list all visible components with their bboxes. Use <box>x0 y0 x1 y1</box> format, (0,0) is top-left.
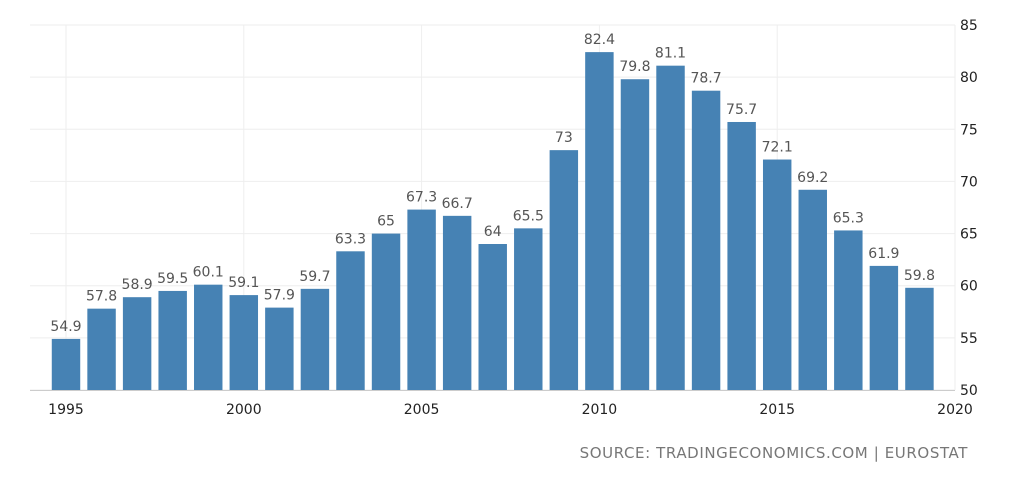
data-label: 69.2 <box>797 170 828 186</box>
bar <box>122 297 152 390</box>
bar <box>265 307 294 390</box>
bar <box>229 295 259 390</box>
y-tick-label: 80 <box>960 70 978 86</box>
bar <box>834 230 863 390</box>
bar <box>194 284 223 390</box>
x-tick-label: 1995 <box>48 402 84 418</box>
data-label: 79.8 <box>619 59 650 75</box>
data-label: 59.5 <box>157 271 188 287</box>
data-label: 72.1 <box>762 140 793 156</box>
data-label: 57.9 <box>264 288 295 304</box>
bar <box>905 287 934 390</box>
y-tick-label: 75 <box>960 122 978 138</box>
y-tick-label: 50 <box>960 383 978 399</box>
bar <box>514 228 543 390</box>
bar <box>442 215 472 390</box>
bar <box>798 189 827 390</box>
x-axis: 1995 2000 2005 2010 2015 2020 <box>30 390 973 418</box>
data-label: 58.9 <box>122 277 153 293</box>
bar <box>656 65 685 391</box>
bar <box>407 209 436 390</box>
data-label: 64 <box>484 224 502 240</box>
bar <box>762 159 792 390</box>
x-tick-label: 2020 <box>937 402 973 418</box>
data-label: 73 <box>555 130 573 146</box>
bar <box>549 150 579 390</box>
data-label: 65.5 <box>513 208 544 224</box>
data-labels: 54.9 57.8 58.9 59.5 60.159.1 57.959.7 63.3 65 67… <box>50 32 935 335</box>
bar <box>727 121 756 390</box>
data-label: 57.8 <box>86 289 117 305</box>
data-label: 81.1 <box>655 46 686 62</box>
bar <box>51 338 81 390</box>
x-tick-label: 2005 <box>404 402 440 418</box>
data-label: 59.7 <box>299 269 330 285</box>
data-label: 67.3 <box>406 190 437 206</box>
data-label: 65.3 <box>833 210 864 226</box>
y-tick-label: 65 <box>960 227 978 243</box>
data-label: 75.7 <box>726 102 757 118</box>
x-tick-label: 2010 <box>582 402 618 418</box>
bar <box>158 290 187 390</box>
bar <box>869 265 899 390</box>
data-label: 63.3 <box>335 231 366 247</box>
y-tick-label: 55 <box>960 331 978 347</box>
bar <box>478 244 507 390</box>
bar <box>691 90 721 390</box>
bar <box>300 288 330 390</box>
data-label: 82.4 <box>584 32 615 48</box>
bar <box>87 308 116 390</box>
y-tick-label: 85 <box>960 18 978 34</box>
source-note: SOURCE: TRADINGECONOMICS.COM | EUROSTAT <box>579 444 968 462</box>
data-label: 60.1 <box>193 265 224 281</box>
bar <box>336 251 365 390</box>
data-label: 59.8 <box>904 268 935 284</box>
x-tick-label: 2015 <box>759 402 795 418</box>
data-label: 65 <box>377 214 395 230</box>
data-label: 78.7 <box>690 71 721 87</box>
data-label: 61.9 <box>868 246 899 262</box>
y-axis: 50 55 60 65 70 75 80 85 <box>960 18 978 399</box>
y-tick-label: 70 <box>960 174 978 190</box>
bar <box>371 233 401 390</box>
bars <box>51 52 934 391</box>
y-tick-label: 60 <box>960 279 978 295</box>
x-tick-label: 2000 <box>226 402 262 418</box>
data-label: 59.1 <box>228 275 259 291</box>
bar <box>585 52 614 390</box>
data-label: 54.9 <box>50 319 81 335</box>
data-label: 66.7 <box>442 196 473 212</box>
bar <box>620 79 650 390</box>
